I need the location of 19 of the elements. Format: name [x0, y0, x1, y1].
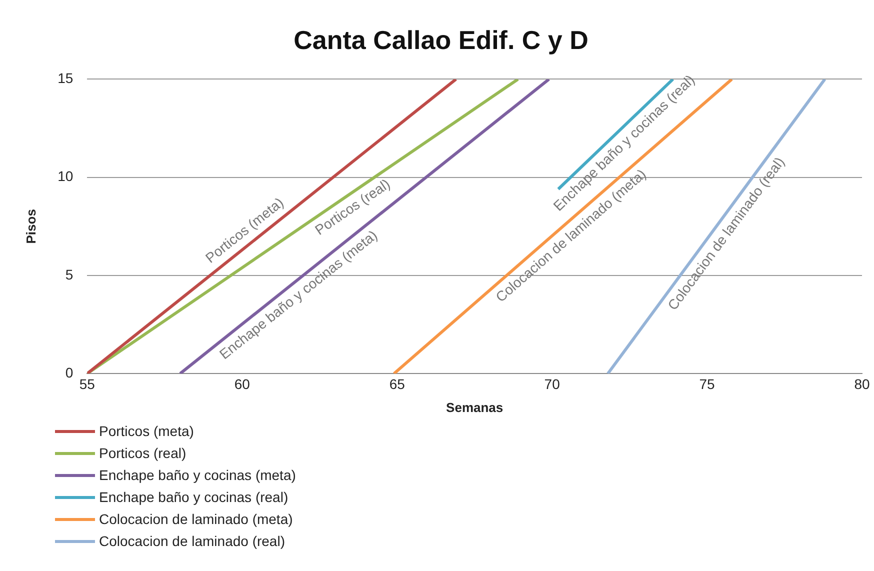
- y-axis-title: Pisos: [23, 209, 38, 244]
- x-tick-label: 75: [699, 376, 716, 392]
- legend-label: Enchape baño y cocinas (real): [99, 489, 288, 505]
- x-axis-title: Semanas: [446, 400, 504, 415]
- legend-label: Porticos (real): [99, 445, 186, 461]
- legend-label: Porticos (meta): [99, 423, 194, 439]
- x-tick-label: 60: [234, 376, 250, 392]
- x-tick-label: 55: [79, 376, 96, 392]
- legend-label: Colocacion de laminado (real): [99, 533, 285, 549]
- y-tick-label: 10: [58, 168, 74, 184]
- y-tick-label: 15: [58, 70, 74, 86]
- x-tick-label: 65: [389, 376, 406, 392]
- x-tick-label: 80: [854, 376, 870, 392]
- x-tick-label: 70: [544, 376, 560, 392]
- y-tick-label: 5: [65, 266, 74, 282]
- y-tick-label: 0: [65, 364, 74, 380]
- legend-label: Enchape baño y cocinas (meta): [99, 467, 296, 483]
- chart-title: Canta Callao Edif. C y D: [294, 24, 588, 55]
- legend-label: Colocacion de laminado (meta): [99, 511, 293, 527]
